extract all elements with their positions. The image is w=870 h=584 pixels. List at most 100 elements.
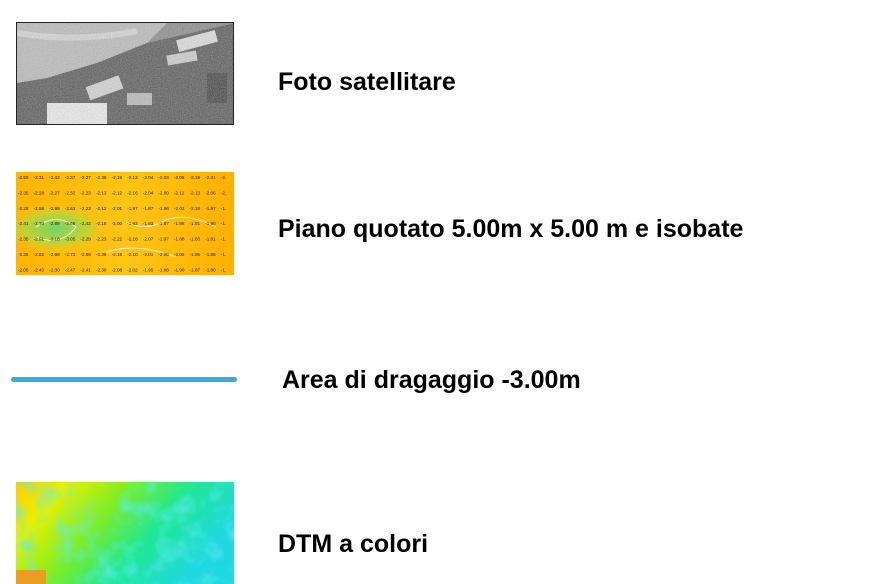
elevation-grid-image: -2.50 -2.31 -2.42 -2.37 -2.27 -2.35 -2.19 -2.13… (16, 172, 234, 275)
grid-value: -1.95 (143, 267, 154, 272)
grid-value: -2.13 (96, 190, 107, 195)
grid-value: -2.01 (143, 252, 154, 257)
grid-value: -1. (221, 206, 226, 211)
grid-value: -2.09 (158, 252, 169, 257)
grid-value: -2.04 (143, 175, 154, 180)
grid-value: -2.00 (112, 221, 123, 226)
color-dtm-image (16, 482, 234, 584)
grid-value: -1.97 (205, 206, 216, 211)
grid-value: -2.03 (174, 206, 185, 211)
grid-value: -2.28 (34, 190, 45, 195)
grid-value: -2.16 (127, 190, 138, 195)
grid-value: -2.66 (65, 221, 76, 226)
grid-value: -2.36 (18, 252, 29, 257)
dredging-line (11, 377, 237, 382)
grid-value: -2.41 (80, 267, 91, 272)
grid-value: -2.12 (174, 190, 185, 195)
grid-value: -3.05 (65, 237, 76, 242)
grid-value: -1.97 (127, 206, 138, 211)
grid-value: -1.85 (205, 252, 216, 257)
grid-value: -2.31 (34, 175, 45, 180)
grid-value: -2.42 (80, 221, 91, 226)
elevation-grid-swatch: -2.50 -2.31 -2.42 -2.37 -2.27 -2.35 -2.19 -2.13… (16, 172, 234, 275)
grid-value: -2.12 (112, 190, 123, 195)
grid-value: -1.88 (158, 267, 169, 272)
grid-value: -2.40 (34, 267, 45, 272)
grid-value: -1.90 (205, 221, 216, 226)
grid-value: -2.89 (49, 221, 60, 226)
grid-value: -2.28 (18, 206, 29, 211)
grid-value: -2.15 (112, 252, 123, 257)
satellite-photo-swatch (16, 22, 234, 125)
grid-value: -2.13 (127, 175, 138, 180)
grid-value: -1.91 (190, 221, 201, 226)
grid-value: -2.50 (18, 175, 29, 180)
grid-value: -2.07 (143, 237, 154, 242)
grid-value: -2.47 (65, 267, 76, 272)
grid-value: -2.01 (112, 206, 123, 211)
grid-value: -2.18 (190, 206, 201, 211)
grid-value: -1.93 (127, 221, 138, 226)
grid-value: -1.86 (174, 221, 185, 226)
grid-value: -2.02 (127, 267, 138, 272)
grid-value: -2.42 (49, 175, 60, 180)
grid-value: -2.91 (34, 237, 45, 242)
grid-value: -1.88 (174, 237, 185, 242)
grid-value: -2.21 (205, 175, 216, 180)
grid-value: -1.87 (158, 221, 169, 226)
grid-value: -2.27 (80, 175, 91, 180)
grid-value: -2.35 (18, 190, 29, 195)
grid-value: -2.99 (49, 206, 60, 211)
grid-value: -2.29 (80, 237, 91, 242)
grid-value: -2.22 (112, 237, 123, 242)
grid-value: -1.87 (190, 267, 201, 272)
grid-value: -2.37 (65, 175, 76, 180)
grid-value: -2.04 (143, 190, 154, 195)
grid-value: -2.35 (96, 175, 107, 180)
grid-value: -1.97 (158, 237, 169, 242)
legend-label-color-dtm: DTM a colori (278, 530, 428, 559)
grid-value: -1. (221, 267, 226, 272)
grid-value: -2.08 (174, 175, 185, 180)
grid-value: -2.00 (158, 190, 169, 195)
grid-value: -2.23 (80, 206, 91, 211)
grid-value: -1.96 (158, 206, 169, 211)
grid-value: -2. (221, 175, 226, 180)
color-dtm-swatch (16, 482, 234, 584)
legend-label-elevation-grid: Piano quotato 5.00m x 5.00 m e isobate (278, 215, 743, 244)
grid-value: -2.23 (80, 190, 91, 195)
grid-value: -2.36 (96, 252, 107, 257)
grid-value: -2.58 (80, 252, 91, 257)
grid-value: -1.83 (190, 237, 201, 242)
grid-value: -2.82 (34, 252, 45, 257)
grid-value: -2.05 (18, 267, 29, 272)
grid-value: -2.32 (65, 190, 76, 195)
grid-value: -1.81 (205, 237, 216, 242)
grid-value: -2.18 (127, 237, 138, 242)
grid-value: -2.23 (96, 237, 107, 242)
grid-value: -1. (221, 252, 226, 257)
grid-value: -2.03 (158, 175, 169, 180)
grid-value: -1.96 (190, 252, 201, 257)
grid-value: -2.18 (190, 175, 201, 180)
grid-value: -2. (221, 190, 226, 195)
grid-value: -2.12 (96, 206, 107, 211)
grid-value: -2.70 (34, 221, 45, 226)
legend-label-satellite: Foto satellitare (278, 68, 456, 97)
grid-value: -2.68 (49, 252, 60, 257)
grid-value: -1.90 (174, 267, 185, 272)
grid-value: -2.63 (65, 206, 76, 211)
grid-value: -2.10 (127, 252, 138, 257)
grid-value: -2.08 (112, 267, 123, 272)
grid-value: -2.16 (96, 221, 107, 226)
grid-value: -1. (221, 237, 226, 242)
grid-value: -1. (221, 221, 226, 226)
grid-value: -2.73 (65, 252, 76, 257)
grid-value: -2.35 (18, 237, 29, 242)
grid-value: -2.30 (96, 267, 107, 272)
legend-label-dredging: Area di dragaggio -3.00m (282, 366, 581, 395)
grid-value: -2.41 (18, 221, 29, 226)
grid-value: -2.06 (205, 190, 216, 195)
grid-value: -1.87 (143, 206, 154, 211)
grid-value: -1.83 (143, 221, 154, 226)
